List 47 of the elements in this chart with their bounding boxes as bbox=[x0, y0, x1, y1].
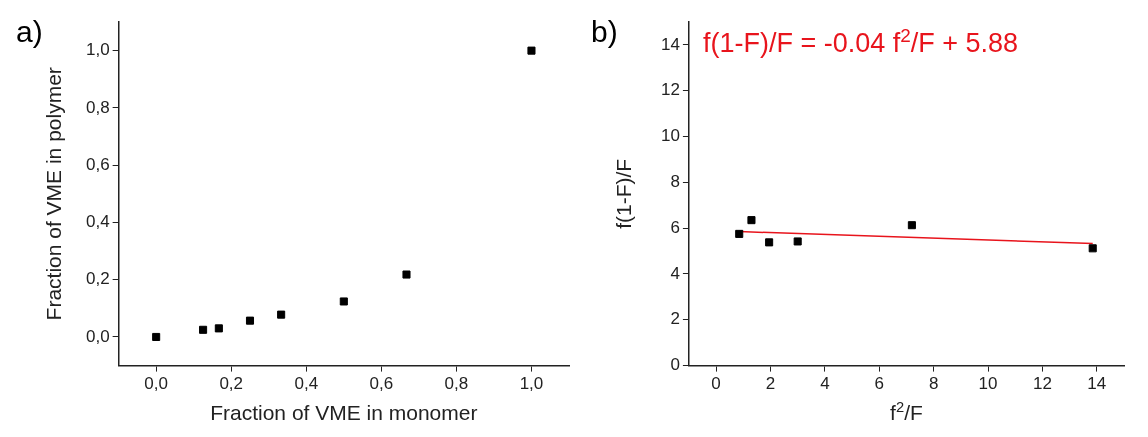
y-tick-label: 0,2 bbox=[85, 269, 110, 289]
x-tick-label: 14 bbox=[1087, 374, 1107, 394]
point bbox=[277, 310, 286, 319]
y-tick-label: 0 bbox=[670, 355, 680, 375]
y-tick-label: 0,8 bbox=[85, 97, 110, 117]
x-tick-label: 4 bbox=[820, 374, 830, 394]
x-tick-label: 12 bbox=[1032, 374, 1052, 394]
y-tick-label: 2 bbox=[670, 309, 680, 329]
y-tick-label: 0,0 bbox=[85, 326, 110, 346]
x-tick-label: 2 bbox=[765, 374, 776, 394]
point bbox=[907, 221, 916, 230]
y-tick-label: 6 bbox=[670, 217, 680, 237]
y-axis-title: Fraction of VME in polymer bbox=[41, 67, 65, 321]
x-tick-label: 6 bbox=[874, 374, 884, 394]
x-tick-label: 1,0 bbox=[519, 374, 544, 394]
x-tick-label: 0 bbox=[711, 374, 721, 394]
y-axis-title: f(1-F)/F bbox=[611, 158, 635, 229]
point bbox=[199, 325, 208, 334]
y-tick-label: 4 bbox=[670, 263, 680, 283]
point bbox=[793, 237, 802, 246]
y-tick-label: 10 bbox=[660, 126, 680, 146]
y-tick-label: 1,0 bbox=[85, 40, 110, 60]
point bbox=[735, 229, 744, 238]
x-tick-label: 0,8 bbox=[444, 374, 469, 394]
point bbox=[245, 316, 255, 325]
y-tick-label: 14 bbox=[660, 34, 680, 54]
y-tick-label: 0,6 bbox=[85, 154, 110, 174]
point bbox=[765, 238, 774, 247]
chart-title: b) bbox=[591, 15, 618, 48]
x-tick-label: 0,0 bbox=[144, 374, 168, 394]
x-tick-label: 8 bbox=[928, 374, 939, 394]
y-tick-label: 8 bbox=[670, 172, 680, 192]
point bbox=[152, 332, 161, 341]
point bbox=[214, 324, 223, 333]
x-tick-label: 0,2 bbox=[219, 374, 244, 394]
x-tick-label: 0,6 bbox=[369, 374, 394, 394]
x-tick-label: 10 bbox=[978, 374, 998, 394]
y-tick-label: 12 bbox=[660, 80, 680, 100]
x-tick-label: 0,4 bbox=[294, 374, 319, 394]
point bbox=[402, 270, 411, 279]
point bbox=[1088, 244, 1097, 253]
y-tick-label: 0,4 bbox=[85, 212, 110, 232]
chart-title: a) bbox=[16, 15, 43, 48]
x-axis-title: Fraction of VME in monomer bbox=[210, 401, 478, 424]
point bbox=[747, 216, 756, 225]
point bbox=[527, 46, 536, 55]
point bbox=[339, 297, 348, 306]
